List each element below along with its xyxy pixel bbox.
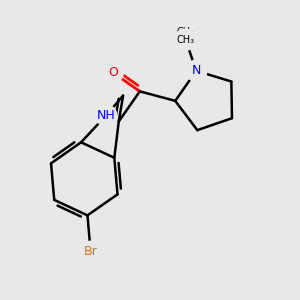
- Text: Br: Br: [84, 245, 98, 258]
- Circle shape: [186, 60, 207, 81]
- Circle shape: [80, 241, 101, 262]
- Circle shape: [95, 105, 117, 126]
- Text: NH: NH: [97, 109, 116, 122]
- Text: CH₃: CH₃: [176, 34, 195, 45]
- Text: O: O: [108, 66, 118, 79]
- Text: CH₃: CH₃: [176, 28, 195, 38]
- Text: NH: NH: [94, 109, 113, 122]
- Circle shape: [175, 29, 196, 50]
- Text: N: N: [192, 64, 201, 77]
- Text: N: N: [192, 64, 201, 77]
- Circle shape: [102, 62, 123, 83]
- Text: O: O: [108, 66, 118, 79]
- Text: Br: Br: [84, 245, 98, 258]
